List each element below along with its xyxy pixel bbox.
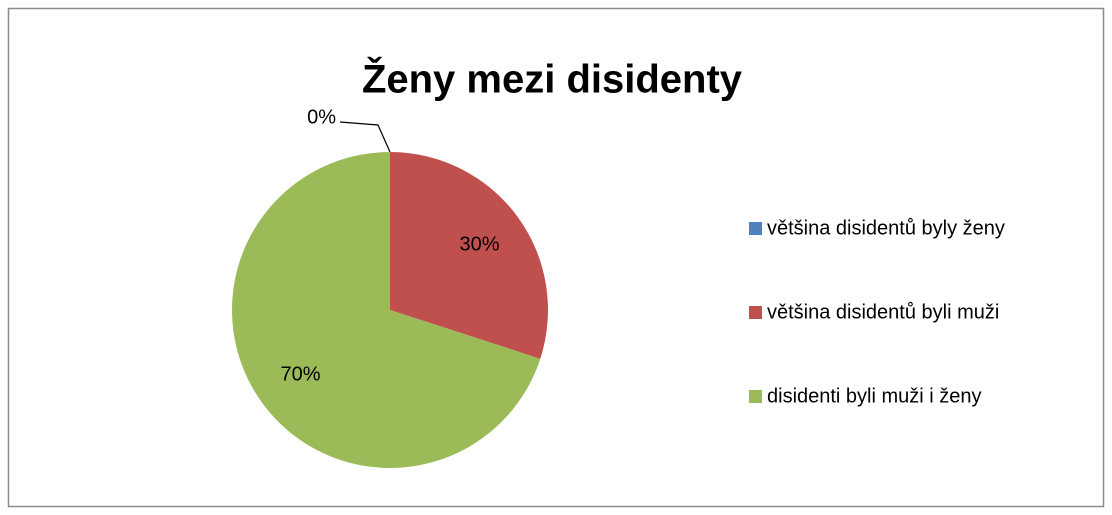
data-label: 30% bbox=[459, 233, 499, 255]
data-label: 70% bbox=[281, 363, 321, 385]
legend-swatch bbox=[749, 222, 762, 235]
legend-label: většina disidentů byly ženy bbox=[767, 217, 1005, 239]
legend-swatch bbox=[749, 390, 762, 403]
data-label: 0% bbox=[307, 106, 336, 128]
chart-title: Ženy mezi disidenty bbox=[362, 56, 743, 102]
leader-line bbox=[339, 121, 391, 153]
legend-label: disidenti byli muži i ženy bbox=[767, 385, 982, 407]
legend-label: většina disidentů byli muži bbox=[767, 301, 999, 323]
chart-frame bbox=[7, 7, 1105, 508]
legend-swatch bbox=[749, 306, 762, 319]
pie-slice bbox=[390, 152, 548, 359]
pie-slice bbox=[232, 152, 541, 469]
